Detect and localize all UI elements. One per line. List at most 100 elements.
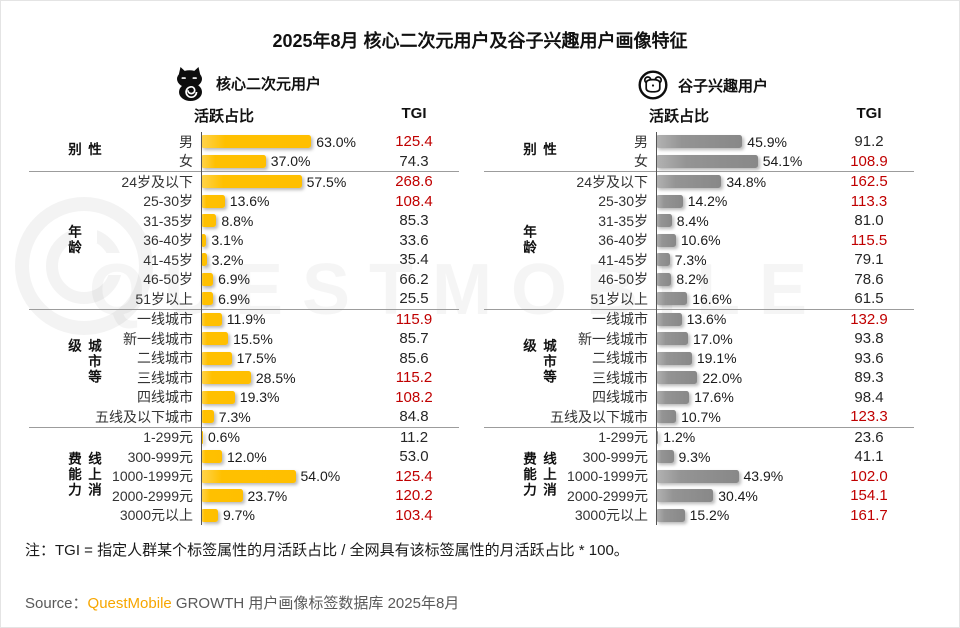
chart-row: 新一线城市 15.5% 85.7	[29, 329, 459, 349]
source-line: Source：QuestMobile GROWTH 用户画像标签数据库 2025…	[25, 592, 459, 613]
value-bar	[656, 214, 672, 228]
category-group-label: 线上消费能力	[66, 451, 101, 499]
value-bar	[656, 135, 743, 149]
group-rows: 一线城市 13.6% 132.9 新一线城市 17.0% 93.8 二线城市 1…	[484, 310, 914, 427]
percent-label: 11.9%	[226, 311, 266, 328]
value-bar	[656, 508, 685, 522]
row-label: 3000元以上	[574, 507, 648, 524]
value-bar	[656, 489, 714, 503]
chart-row: 1000-1999元 43.9% 102.0	[484, 467, 914, 487]
axis-line	[656, 132, 657, 525]
percent-label: 6.9%	[218, 271, 251, 288]
percent-label: 10.6%	[680, 232, 721, 249]
row-label: 2000-2999元	[112, 487, 193, 504]
column-headers: 活跃占比 TGI	[29, 105, 479, 132]
percent-label: 43.9%	[743, 468, 784, 485]
chart-row: 51岁以上 16.6% 61.5	[484, 289, 914, 309]
value-bar	[201, 194, 225, 208]
value-bar	[656, 194, 683, 208]
chart-row: 46-50岁 6.9% 66.2	[29, 270, 459, 290]
value-bar	[656, 272, 672, 286]
category-group: 年龄 24岁及以下 57.5% 268.6 25-30岁 13.6% 108.4…	[29, 171, 459, 309]
column-header-active-share: 活跃占比	[648, 108, 709, 125]
row-label: 25-30岁	[598, 193, 648, 210]
chart-row: 25-30岁 14.2% 113.3	[484, 192, 914, 212]
value-bar	[656, 410, 677, 424]
chart-row: 1-299元 0.6% 11.2	[29, 428, 459, 448]
tgi-value: 125.4	[395, 467, 433, 485]
row-label: 1000-1999元	[112, 468, 193, 485]
chart-core-anime-users: 活跃占比 TGI 性别 男 63.0% 125.4 女 37.0% 74.3 年…	[29, 105, 479, 525]
row-label: 1-299元	[598, 429, 648, 446]
value-bar	[656, 332, 688, 346]
tgi-value: 268.6	[395, 173, 433, 191]
chart-row: 五线及以下城市 10.7% 123.3	[484, 407, 914, 427]
value-bar	[656, 253, 670, 267]
chart-row: 300-999元 12.0% 53.0	[29, 447, 459, 467]
percent-label: 54.1%	[762, 153, 803, 170]
chart-row: 二线城市 19.1% 93.6	[484, 349, 914, 369]
row-label: 女	[179, 153, 193, 170]
chart-row: 五线及以下城市 7.3% 84.8	[29, 407, 459, 427]
row-label: 三线城市	[137, 369, 193, 386]
value-bar	[201, 469, 296, 483]
tgi-value: 33.6	[399, 231, 429, 249]
percent-label: 54.0%	[300, 468, 341, 485]
value-bar	[201, 351, 232, 365]
chart-row: 一线城市 13.6% 132.9	[484, 310, 914, 330]
category-group: 性别 男 63.0% 125.4 女 37.0% 74.3	[29, 132, 459, 171]
chart-row: 男 63.0% 125.4	[29, 132, 459, 152]
tgi-value: 11.2	[399, 428, 429, 446]
chart-row: 36-40岁 10.6% 115.5	[484, 231, 914, 251]
value-bar	[201, 332, 229, 346]
chart-row: 2000-2999元 23.7% 120.2	[29, 486, 459, 506]
chart-row: 3000元以上 9.7% 103.4	[29, 506, 459, 526]
tgi-value: 125.4	[395, 133, 433, 151]
percent-label: 8.2%	[676, 271, 709, 288]
cat-icon	[171, 65, 207, 101]
tgi-definition-note: 注：TGI = 指定人群某个标签属性的月活跃占比 / 全网具有该标签属性的月活跃…	[25, 542, 629, 559]
percent-label: 13.6%	[686, 311, 727, 328]
value-bar	[656, 351, 692, 365]
category-group-label: 线上消费能力	[521, 451, 556, 499]
tgi-value: 161.7	[850, 506, 888, 524]
row-label: 新一线城市	[123, 330, 193, 347]
percent-label: 19.3%	[239, 389, 280, 406]
chart-row: 四线城市 19.3% 108.2	[29, 388, 459, 408]
page-title: 2025年8月 核心二次元用户及谷子兴趣用户画像特征	[272, 31, 688, 51]
percent-label: 23.7%	[247, 487, 288, 504]
value-bar	[201, 450, 222, 464]
chart-row: 四线城市 17.6% 98.4	[484, 388, 914, 408]
legend-core-anime-users: 核心二次元用户	[171, 65, 321, 101]
row-label: 25-30岁	[143, 193, 193, 210]
percent-label: 10.7%	[681, 408, 721, 425]
chart-row: 1-299元 1.2% 23.6	[484, 428, 914, 448]
row-label: 1-299元	[143, 429, 193, 446]
tgi-value: 108.9	[850, 152, 888, 170]
group-rows: 男 63.0% 125.4 女 37.0% 74.3	[29, 132, 459, 171]
watermark-logo	[9, 191, 159, 346]
group-rows: 1-299元 1.2% 23.6 300-999元 9.3% 41.1 1000…	[484, 428, 914, 526]
value-bar	[201, 371, 251, 385]
legend-label: 谷子兴趣用户	[678, 77, 769, 95]
group-rows: 一线城市 11.9% 115.9 新一线城市 15.5% 85.7 二线城市 1…	[29, 310, 459, 427]
source-brand: QuestMobile	[87, 595, 172, 612]
tgi-value: 66.2	[399, 270, 429, 288]
percent-label: 9.3%	[678, 448, 711, 465]
tgi-value: 162.5	[850, 173, 888, 191]
chart-row: 三线城市 28.5% 115.2	[29, 368, 459, 388]
tgi-value: 89.3	[854, 369, 884, 387]
tgi-value: 108.4	[395, 192, 433, 210]
row-label: 一线城市	[137, 311, 193, 328]
chart-groups: 性别 男 45.9% 91.2 女 54.1% 108.9 年龄 24岁及以下 …	[484, 132, 914, 525]
percent-label: 15.2%	[689, 507, 730, 524]
chart-row: 三线城市 22.0% 89.3	[484, 368, 914, 388]
row-label: 41-45岁	[598, 251, 648, 268]
value-bar	[201, 508, 218, 522]
row-label: 男	[634, 133, 648, 150]
row-label: 46-50岁	[598, 271, 648, 288]
value-bar	[656, 292, 688, 306]
tgi-value: 108.2	[395, 388, 433, 406]
percent-label: 0.6%	[208, 429, 240, 446]
percent-label: 8.4%	[676, 212, 709, 229]
